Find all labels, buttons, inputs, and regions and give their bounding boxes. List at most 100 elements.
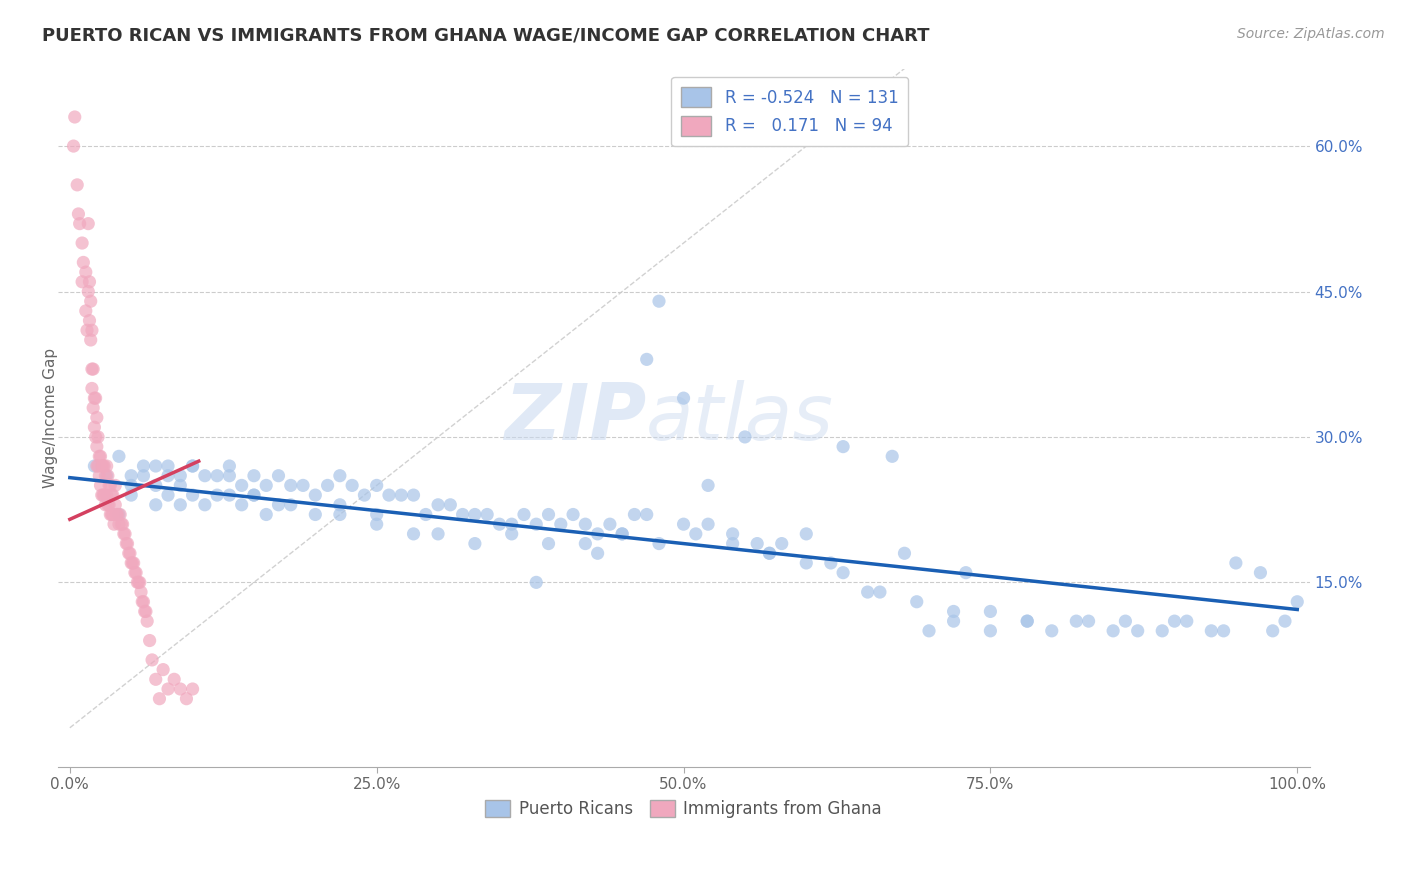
Point xyxy=(96,458,118,473)
Point xyxy=(918,624,941,638)
Point xyxy=(169,468,191,483)
Point xyxy=(145,498,167,512)
Point xyxy=(942,614,965,628)
Point xyxy=(72,255,94,269)
Point xyxy=(101,488,124,502)
Point xyxy=(586,546,609,560)
Point xyxy=(218,468,240,483)
Point xyxy=(110,517,132,532)
Point xyxy=(83,458,105,473)
Point xyxy=(979,604,1001,618)
Point xyxy=(304,488,326,502)
Point xyxy=(612,527,634,541)
Point xyxy=(152,663,174,677)
Point xyxy=(1274,614,1296,628)
Point xyxy=(69,217,91,231)
Point xyxy=(524,575,547,590)
Point xyxy=(120,478,142,492)
Point xyxy=(169,498,191,512)
Point xyxy=(181,458,204,473)
Point xyxy=(427,527,450,541)
Point xyxy=(114,527,136,541)
Point xyxy=(80,323,103,337)
Point xyxy=(389,488,412,502)
Point xyxy=(243,488,266,502)
Point xyxy=(304,508,326,522)
Point xyxy=(747,536,769,550)
Point xyxy=(128,575,150,590)
Point xyxy=(112,527,135,541)
Point xyxy=(163,673,186,687)
Point xyxy=(402,488,425,502)
Point xyxy=(280,498,302,512)
Point xyxy=(905,595,928,609)
Point xyxy=(89,450,111,464)
Text: Source: ZipAtlas.com: Source: ZipAtlas.com xyxy=(1237,27,1385,41)
Point xyxy=(942,604,965,618)
Point xyxy=(93,488,115,502)
Point xyxy=(586,527,609,541)
Point xyxy=(132,595,155,609)
Point xyxy=(104,478,127,492)
Legend: Puerto Ricans, Immigrants from Ghana: Puerto Ricans, Immigrants from Ghana xyxy=(479,793,889,824)
Point xyxy=(254,508,277,522)
Point xyxy=(108,450,131,464)
Point xyxy=(63,110,86,124)
Point xyxy=(1077,614,1099,628)
Point xyxy=(136,614,159,628)
Point xyxy=(205,488,228,502)
Point xyxy=(128,575,150,590)
Point xyxy=(79,313,101,327)
Point xyxy=(135,604,157,618)
Point xyxy=(231,478,253,492)
Point xyxy=(148,691,170,706)
Point xyxy=(794,527,817,541)
Point xyxy=(90,458,112,473)
Point xyxy=(62,139,84,153)
Point xyxy=(599,517,621,532)
Point xyxy=(1212,624,1234,638)
Point xyxy=(94,498,117,512)
Point xyxy=(697,517,720,532)
Point xyxy=(100,508,122,522)
Point xyxy=(231,498,253,512)
Point xyxy=(378,488,401,502)
Point xyxy=(91,488,114,502)
Point xyxy=(366,478,388,492)
Point xyxy=(194,498,217,512)
Point xyxy=(1225,556,1247,570)
Point xyxy=(832,566,855,580)
Point xyxy=(402,527,425,541)
Point xyxy=(1017,614,1039,628)
Point xyxy=(129,585,152,599)
Point xyxy=(169,478,191,492)
Point xyxy=(138,633,160,648)
Point xyxy=(157,681,180,696)
Point xyxy=(612,527,634,541)
Point xyxy=(83,420,105,434)
Point xyxy=(75,304,97,318)
Point xyxy=(1175,614,1198,628)
Point xyxy=(121,556,143,570)
Point xyxy=(141,653,163,667)
Point xyxy=(1249,566,1271,580)
Point xyxy=(415,508,437,522)
Point xyxy=(145,478,167,492)
Point xyxy=(537,536,560,550)
Point xyxy=(721,527,744,541)
Point xyxy=(464,508,486,522)
Point xyxy=(76,323,98,337)
Point xyxy=(96,468,118,483)
Point xyxy=(134,604,156,618)
Point xyxy=(145,458,167,473)
Point xyxy=(636,508,658,522)
Point xyxy=(120,488,142,502)
Point xyxy=(1040,624,1063,638)
Point xyxy=(157,458,180,473)
Point xyxy=(292,478,315,492)
Point xyxy=(67,207,90,221)
Point xyxy=(94,468,117,483)
Point xyxy=(157,488,180,502)
Point xyxy=(537,508,560,522)
Point xyxy=(758,546,780,560)
